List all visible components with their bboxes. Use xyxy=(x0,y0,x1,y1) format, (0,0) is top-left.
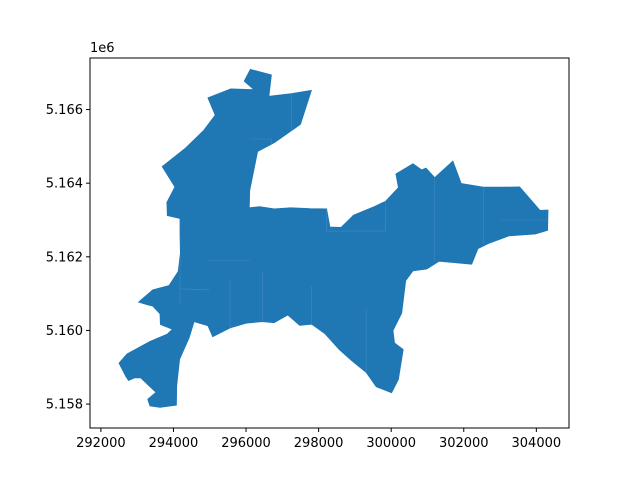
axes-frame xyxy=(89,57,570,429)
x-tick-label: 300000 xyxy=(366,436,416,451)
region-polygon xyxy=(118,68,549,408)
plot-area xyxy=(118,68,549,408)
y-tick-label: 5.162 xyxy=(46,250,83,265)
y-axis-ticks: 5.158 5.160 5.162 5.164 5.166 xyxy=(46,103,90,413)
x-tick-label: 304000 xyxy=(512,436,562,451)
x-tick-label: 294000 xyxy=(149,436,199,451)
y-tick-label: 5.164 xyxy=(46,177,83,192)
x-tick-label: 302000 xyxy=(439,436,489,451)
x-tick-label: 296000 xyxy=(221,436,271,451)
y-tick-label: 5.166 xyxy=(46,103,83,118)
y-tick-label: 5.160 xyxy=(46,324,83,339)
internal-boundary-line xyxy=(180,288,210,291)
y-axis-offset-label: 1e6 xyxy=(90,41,115,56)
x-tick-label: 298000 xyxy=(294,436,344,451)
x-axis-ticks: 292000 294000 296000 298000 300000 302000 3040… xyxy=(76,428,561,451)
x-tick-label: 292000 xyxy=(76,436,126,451)
y-tick-label: 5.158 xyxy=(46,398,83,413)
